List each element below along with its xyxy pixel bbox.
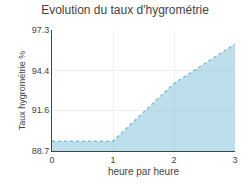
svg-text:Evolution du taux d'hygrométri: Evolution du taux d'hygrométrie: [41, 3, 209, 17]
svg-text:91.6: 91.6: [32, 105, 50, 115]
svg-text:0: 0: [49, 155, 54, 165]
svg-text:heure par heure: heure par heure: [108, 166, 180, 177]
svg-text:94.4: 94.4: [32, 66, 50, 76]
svg-text:2: 2: [171, 155, 176, 165]
svg-text:97.3: 97.3: [32, 25, 50, 35]
svg-text:1: 1: [110, 155, 115, 165]
svg-text:Taux hygrométrie %: Taux hygrométrie %: [17, 51, 27, 131]
svg-text:88.7: 88.7: [32, 146, 50, 156]
svg-text:3: 3: [232, 155, 237, 165]
